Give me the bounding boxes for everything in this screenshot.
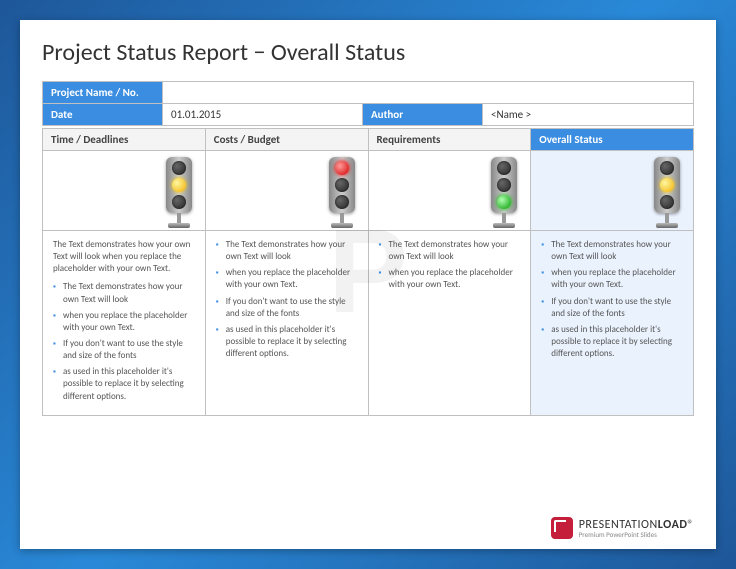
date-author-row: Date 01.01.2015 Author <Name > — [43, 104, 694, 126]
list-item: If you don't want to use the style and s… — [53, 338, 195, 362]
date-label: Date — [43, 104, 163, 126]
header-row: Time / Deadlines Costs / Budget Requirem… — [43, 129, 694, 151]
brand-reg: ® — [687, 518, 694, 532]
page-title: Project Status Report − Overall Status — [42, 38, 694, 67]
brand-tagline: Premium PowerPoint Slides — [579, 531, 694, 538]
slide: P Project Status Report − Overall Status… — [20, 20, 716, 549]
list-item: when you replace the placeholder with yo… — [379, 267, 521, 291]
bullet-list: The Text demonstrates how your own Text … — [53, 281, 195, 402]
list-item: as used in this placeholder it's possibl… — [53, 366, 195, 402]
list-item: as used in this placeholder it's possibl… — [541, 324, 683, 360]
author-label: Author — [363, 104, 483, 126]
light-cell-overall — [531, 151, 694, 231]
bullet-list: The Text demonstrates how your own Text … — [216, 239, 358, 360]
project-name-value[interactable] — [163, 82, 694, 104]
text-row: The Text demonstrates how your own Text … — [43, 231, 694, 416]
text-cell-costs[interactable]: The Text demonstrates how your own Text … — [205, 231, 368, 416]
project-row: Project Name / No. — [43, 82, 694, 104]
list-item: If you don't want to use the style and s… — [541, 296, 683, 320]
traffic-light-icon — [488, 157, 520, 228]
light-cell-requirements — [368, 151, 531, 231]
text-cell-time[interactable]: The Text demonstrates how your own Text … — [43, 231, 206, 416]
col-header-time: Time / Deadlines — [43, 129, 206, 151]
author-value[interactable]: <Name > — [483, 104, 694, 126]
list-item: The Text demonstrates how your own Text … — [216, 239, 358, 263]
list-item: If you don't want to use the style and s… — [216, 296, 358, 320]
col-header-requirements: Requirements — [368, 129, 531, 151]
bullet-list: The Text demonstrates how your own Text … — [379, 239, 521, 292]
light-cell-time — [43, 151, 206, 231]
list-item: when you replace the placeholder with yo… — [216, 267, 358, 291]
date-value[interactable]: 01.01.2015 — [163, 104, 363, 126]
project-name-label: Project Name / No. — [43, 82, 163, 104]
list-item: as used in this placeholder it's possibl… — [216, 324, 358, 360]
list-item: when you replace the placeholder with yo… — [541, 267, 683, 291]
list-item: The Text demonstrates how your own Text … — [379, 239, 521, 263]
status-grid: Time / Deadlines Costs / Budget Requirem… — [42, 128, 694, 416]
col-header-overall: Overall Status — [531, 129, 694, 151]
traffic-light-row — [43, 151, 694, 231]
list-item: when you replace the placeholder with yo… — [53, 310, 195, 334]
footer-logo: PRESENTATIONLOAD® Premium PowerPoint Sli… — [551, 517, 694, 539]
project-info-table: Project Name / No. Date 01.01.2015 Autho… — [42, 81, 694, 126]
col-header-costs: Costs / Budget — [205, 129, 368, 151]
list-item: The Text demonstrates how your own Text … — [53, 281, 195, 305]
traffic-light-icon — [326, 157, 358, 228]
light-cell-costs — [205, 151, 368, 231]
brand-bold: LOAD — [658, 518, 688, 532]
traffic-light-icon — [163, 157, 195, 228]
text-cell-overall[interactable]: The Text demonstrates how your own Text … — [531, 231, 694, 416]
bullet-list: The Text demonstrates how your own Text … — [541, 239, 683, 360]
intro-text: The Text demonstrates how your own Text … — [53, 239, 195, 275]
logo-text: PRESENTATIONLOAD® Premium PowerPoint Sli… — [579, 519, 694, 538]
list-item: The Text demonstrates how your own Text … — [541, 239, 683, 263]
logo-icon — [551, 517, 573, 539]
traffic-light-icon — [651, 157, 683, 228]
text-cell-requirements[interactable]: The Text demonstrates how your own Text … — [368, 231, 531, 416]
